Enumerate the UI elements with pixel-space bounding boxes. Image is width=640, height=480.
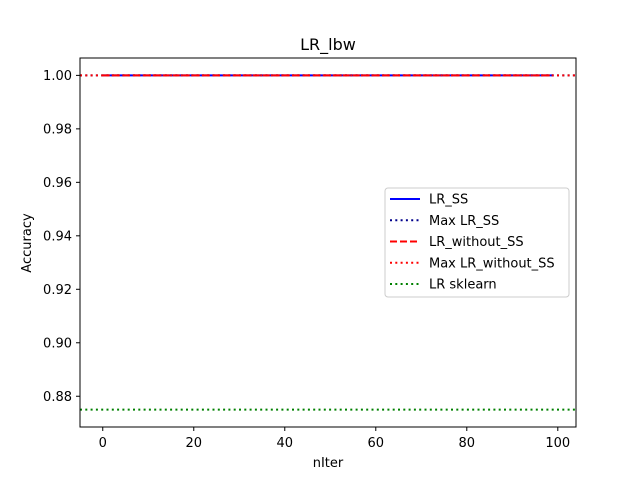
x-tick-label: 20: [185, 436, 202, 451]
legend-label-2: LR_without_SS: [429, 235, 524, 250]
legend-label-0: LR_SS: [429, 193, 468, 208]
y-tick-label: 1.00: [43, 69, 72, 84]
legend-label-4: LR sklearn: [429, 278, 497, 293]
y-axis-label: Accuracy: [20, 213, 35, 273]
legend-label-1: Max LR_SS: [429, 214, 499, 229]
y-tick-label: 0.96: [43, 176, 72, 191]
y-tick-label: 0.98: [43, 122, 72, 137]
y-tick-label: 0.88: [43, 390, 72, 405]
legend-box: [384, 187, 570, 298]
chart-title: LR_lbw: [300, 35, 356, 55]
y-tick-label: 0.92: [43, 283, 72, 298]
y-axis-ticks: 0.88 0.90 0.92 0.94 0.96 0.98 1.00: [43, 69, 80, 405]
y-tick-label: 0.90: [43, 336, 72, 351]
x-tick-label: 60: [368, 436, 385, 451]
x-axis-ticks: 0 20 40 60 80 100: [99, 427, 570, 451]
x-axis-label: nIter: [313, 456, 344, 471]
x-tick-label: 80: [459, 436, 476, 451]
x-tick-label: 40: [276, 436, 293, 451]
x-tick-label: 0: [99, 436, 107, 451]
y-tick-label: 0.94: [43, 229, 72, 244]
legend-label-3: Max LR_without_SS: [429, 256, 555, 271]
axes-frame: [79, 57, 577, 428]
x-tick-label: 100: [545, 436, 570, 451]
legend: LR_SS Max LR_SS LR_without_SS Max LR_withou…: [384, 187, 570, 298]
plot-lines: [80, 74, 576, 411]
